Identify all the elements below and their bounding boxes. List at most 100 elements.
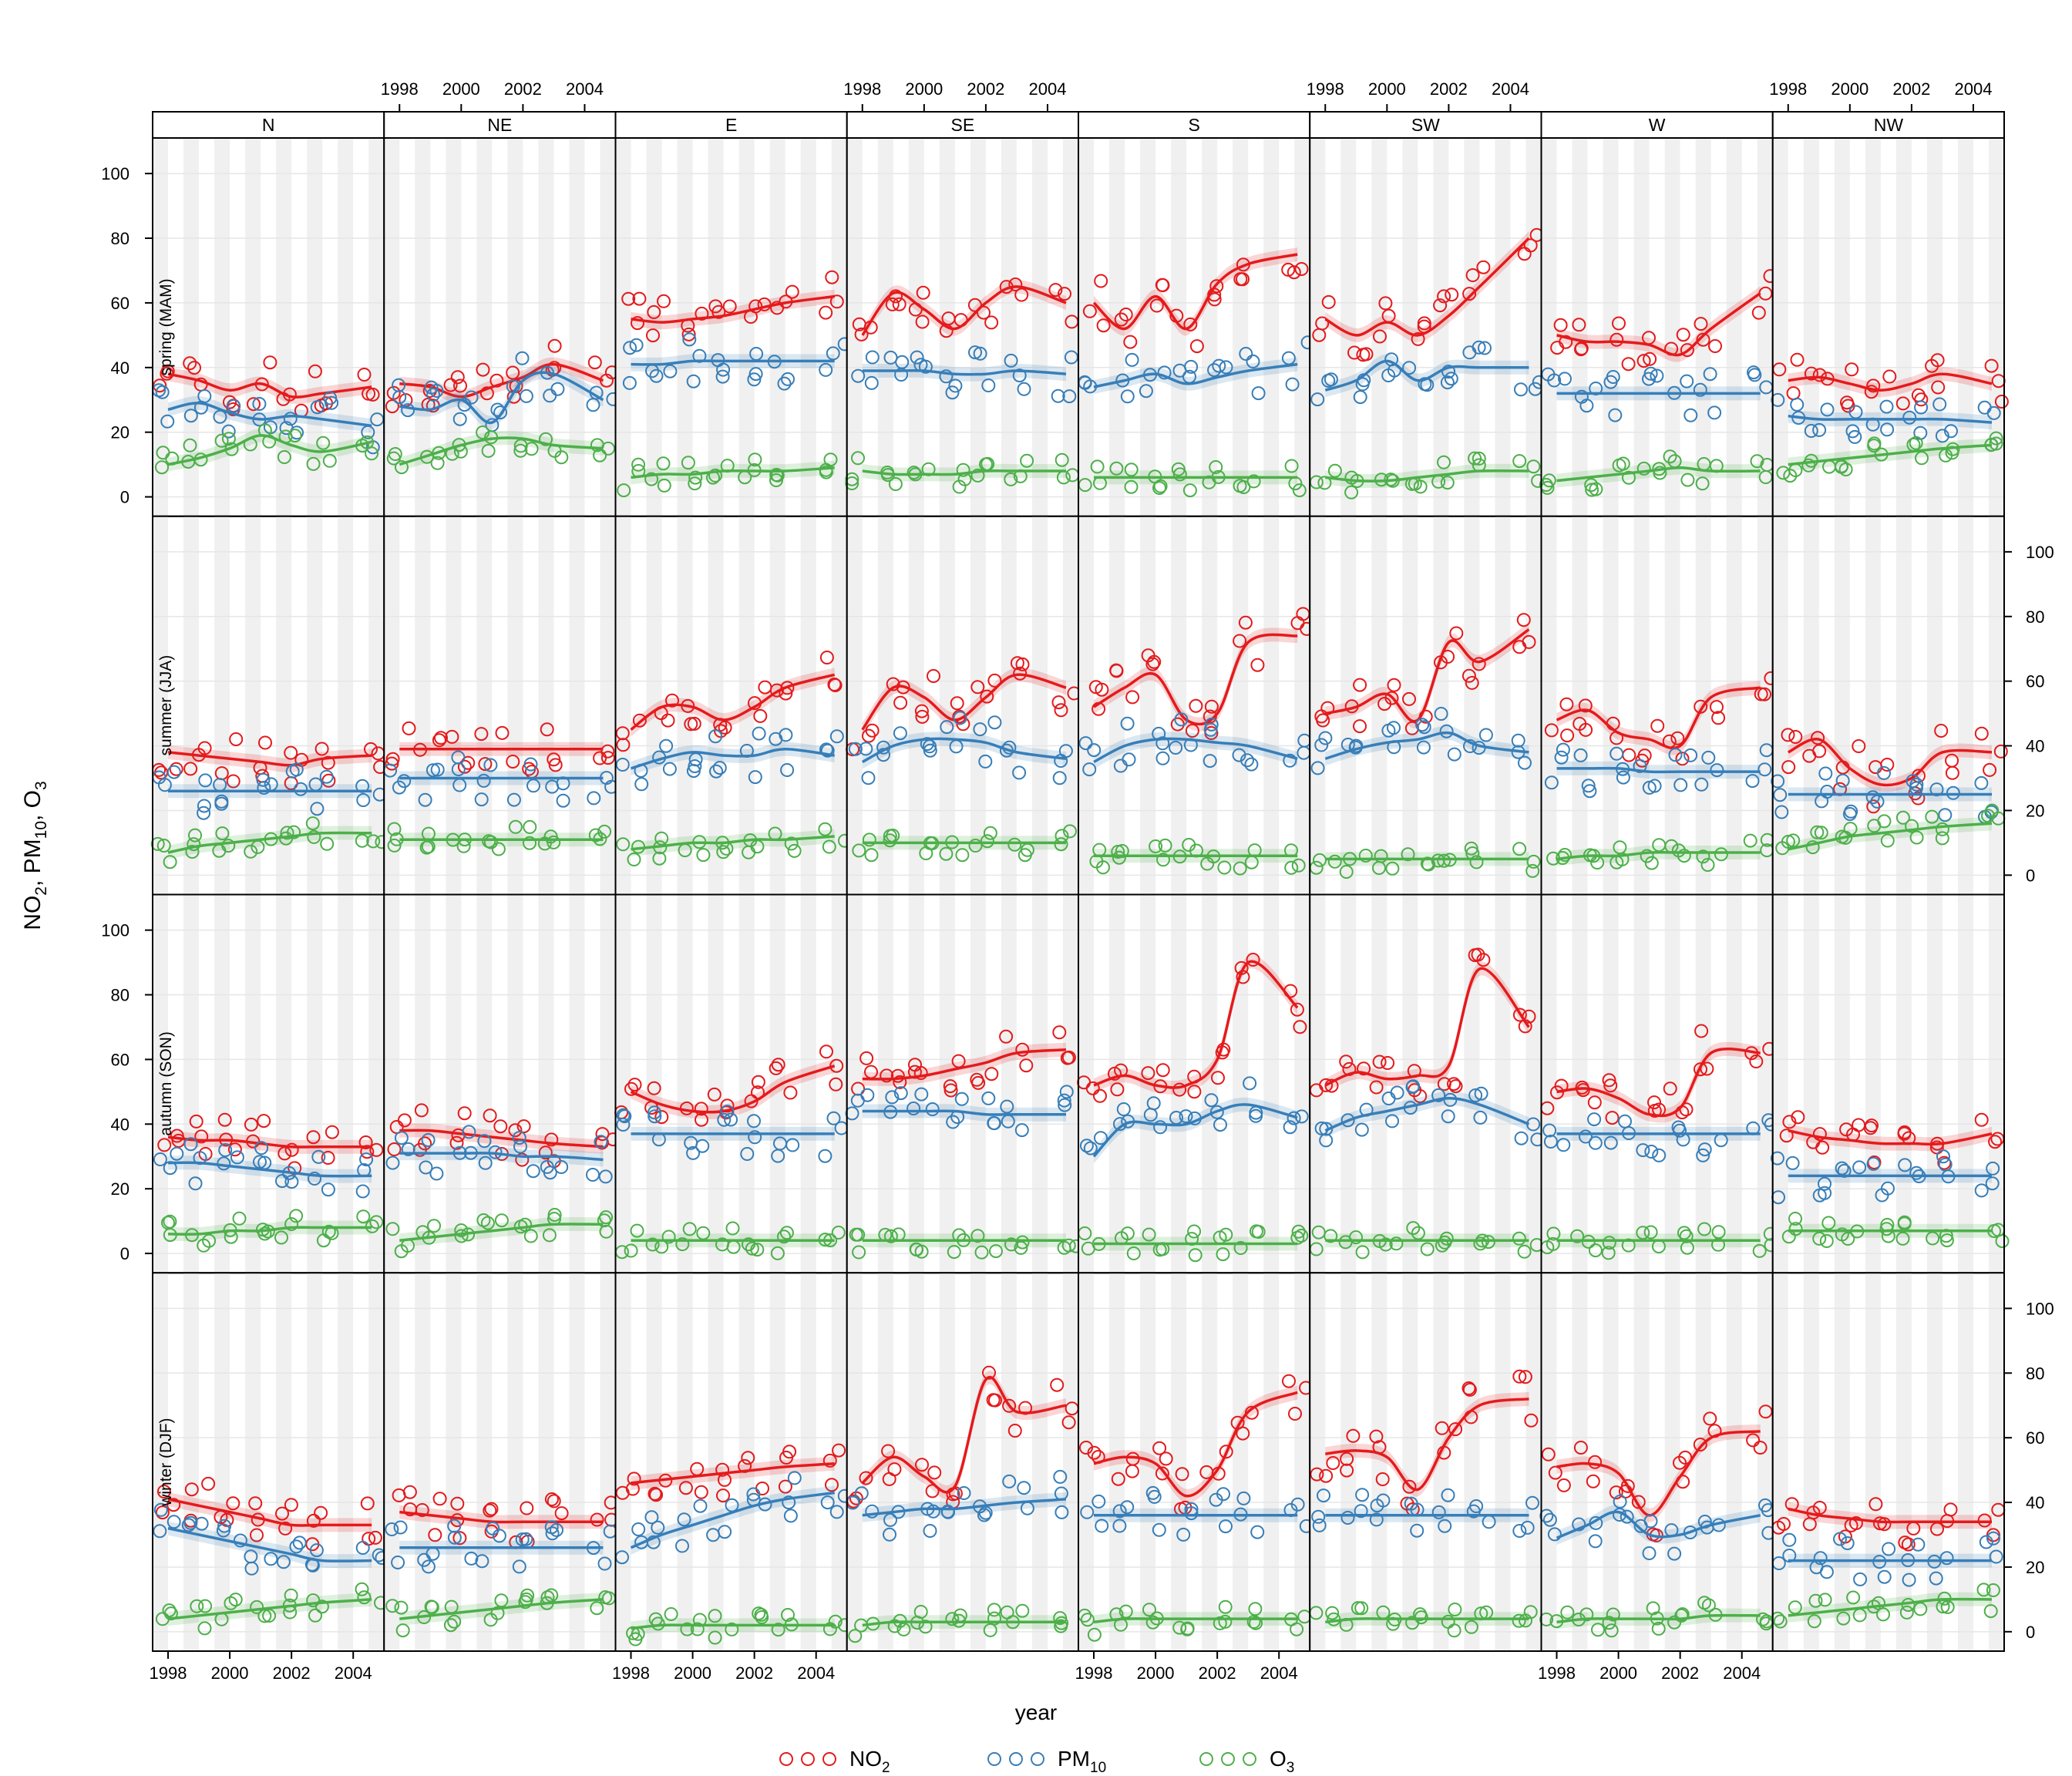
data-point-PM10 [865, 350, 880, 365]
data-point-PM10 [940, 1504, 955, 1519]
data-point-NO2 [428, 1528, 442, 1542]
data-point-NO2 [1873, 1516, 1887, 1531]
data-point-NO2 [360, 1496, 375, 1511]
trend-line-PM10 [167, 1161, 372, 1178]
data-point-PM10 [519, 388, 533, 403]
data-point-O3 [597, 824, 612, 839]
data-point-O3 [708, 1609, 722, 1623]
data-point-PM10 [920, 737, 934, 752]
data-point-O3 [823, 452, 838, 467]
data-point-NO2 [1676, 328, 1690, 342]
strip-label: NW [1874, 115, 1904, 135]
data-point-PM10 [1112, 1519, 1127, 1533]
data-point-O3 [675, 1237, 690, 1252]
x-tick-label: 2002 [1892, 79, 1930, 99]
data-point-NO2 [1663, 1081, 1677, 1096]
data-point-O3 [716, 845, 731, 859]
year-band [646, 138, 662, 516]
data-point-O3 [1588, 1243, 1603, 1258]
data-point-PM10 [198, 773, 213, 788]
data-point-PM10 [523, 757, 538, 772]
data-point-NO2 [1462, 1382, 1477, 1397]
data-point-PM10 [769, 732, 783, 746]
data-point-PM10 [1710, 763, 1724, 778]
confidence-band-NO2 [168, 1492, 372, 1533]
trend-line-PM10 [631, 359, 835, 366]
confidence-band-PM10 [168, 1521, 372, 1569]
data-point-NO2 [1233, 272, 1248, 287]
year-band [1633, 516, 1650, 895]
data-point-NO2 [248, 1496, 263, 1511]
year-band [1865, 894, 1881, 1273]
trend-line-NO2 [399, 1128, 604, 1149]
data-point-O3 [1905, 819, 1919, 833]
data-point-O3 [1512, 454, 1527, 469]
data-point-PM10 [1478, 728, 1493, 742]
year-band [1695, 1273, 1711, 1651]
data-point-PM10 [1697, 1142, 1712, 1157]
data-point-PM10 [1318, 731, 1333, 745]
data-point-PM10 [1441, 1109, 1455, 1124]
data-point-O3 [1546, 1236, 1560, 1251]
data-point-NO2 [449, 1135, 464, 1150]
data-point-PM10 [1340, 1511, 1355, 1525]
data-point-PM10 [214, 794, 229, 809]
data-point-PM10 [883, 1527, 896, 1542]
data-point-NO2 [229, 732, 244, 746]
data-point-PM10 [663, 364, 678, 378]
data-point-O3 [476, 426, 490, 439]
data-point-PM10 [945, 385, 960, 400]
legend-marker-O3 [1243, 1752, 1256, 1766]
year-band [446, 1273, 462, 1651]
data-point-O3 [1697, 1222, 1712, 1236]
year-band [446, 138, 462, 516]
data-point-PM10 [1179, 1109, 1193, 1124]
data-point-O3 [715, 1237, 729, 1252]
data-point-O3 [750, 1243, 765, 1257]
x-tick-label: 2002 [504, 79, 542, 99]
year-band [1603, 1273, 1619, 1651]
data-point-PM10 [1572, 1517, 1586, 1532]
trend-line-NO2 [167, 751, 372, 767]
data-point-NO2 [1013, 666, 1028, 681]
data-point-O3 [599, 1224, 614, 1239]
data-point-O3 [1405, 1616, 1420, 1630]
data-point-PM10 [1879, 399, 1894, 414]
data-point-NO2 [1934, 724, 1949, 738]
trend-line-PM10 [862, 1109, 1066, 1116]
trend-line-O3 [399, 436, 604, 466]
data-point-NO2 [1587, 1095, 1602, 1110]
trend-line-O3 [167, 831, 372, 854]
data-point-NO2 [1578, 698, 1593, 713]
year-band [769, 894, 785, 1273]
year-band [1001, 138, 1017, 516]
legend-label-PM10: PM10 [1058, 1747, 1106, 1776]
data-point-NO2 [695, 306, 709, 321]
strip-label: SW [1411, 115, 1440, 135]
year-band [708, 516, 724, 895]
data-point-NO2 [1312, 328, 1327, 342]
data-point-PM10 [861, 771, 876, 785]
data-point-NO2 [258, 735, 272, 750]
data-point-O3 [1838, 462, 1853, 476]
year-band [1757, 894, 1773, 1273]
data-point-PM10 [1835, 773, 1850, 788]
data-point-O3 [1640, 849, 1654, 863]
data-point-PM10 [1875, 1188, 1889, 1202]
data-point-NO2 [753, 708, 768, 723]
year-band [1031, 1273, 1048, 1651]
data-point-PM10 [1053, 1469, 1068, 1484]
confidence-band-O3 [1556, 845, 1761, 866]
data-point-PM10 [752, 726, 766, 741]
data-point-PM10 [1243, 1076, 1257, 1091]
data-point-O3 [1468, 451, 1482, 466]
year-band [1202, 894, 1218, 1273]
data-point-NO2 [687, 716, 701, 731]
year-band [1464, 516, 1480, 895]
data-point-NO2 [547, 338, 562, 353]
data-point-O3 [770, 1246, 785, 1260]
data-point-O3 [1355, 1245, 1370, 1260]
data-point-PM10 [914, 1087, 929, 1102]
legend-label-NO2: NO2 [849, 1747, 890, 1776]
